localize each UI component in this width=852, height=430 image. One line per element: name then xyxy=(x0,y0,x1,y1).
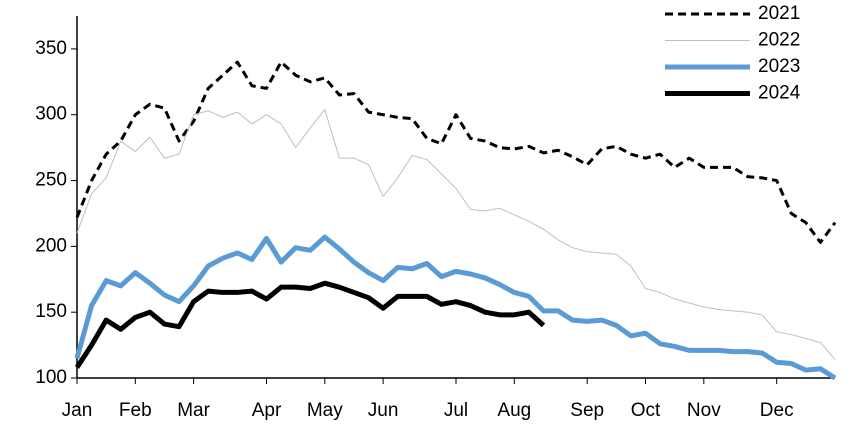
x-tick-label: Jul xyxy=(444,400,468,421)
y-tick-label: 300 xyxy=(35,104,67,125)
x-tick-label: Dec xyxy=(760,400,794,421)
x-tick-label: Aug xyxy=(497,400,531,421)
x-tick-label: Feb xyxy=(119,400,152,421)
y-tick-label: 200 xyxy=(35,235,67,256)
x-tick-label: Jan xyxy=(62,400,93,421)
x-tick-label: Oct xyxy=(631,400,661,421)
legend-label: 2023 xyxy=(758,56,800,77)
x-tick-label: Sep xyxy=(570,400,604,421)
legend-label: 2021 xyxy=(758,3,800,24)
line-series xyxy=(76,108,836,360)
y-tick-label: 350 xyxy=(35,38,67,59)
x-tick-label: May xyxy=(307,400,343,421)
x-tick-label: Mar xyxy=(177,400,210,421)
x-tick-label: Jun xyxy=(368,400,399,421)
y-tick-label: 150 xyxy=(35,301,67,322)
y-tick-label: 100 xyxy=(35,367,67,388)
line-series xyxy=(74,280,546,369)
y-tick-label: 250 xyxy=(35,170,67,191)
line-series xyxy=(74,234,837,381)
x-tick-label: Nov xyxy=(687,400,721,421)
line-series xyxy=(75,60,837,244)
legend-label: 2022 xyxy=(758,30,800,51)
x-tick-label: Apr xyxy=(252,400,282,421)
legend-label: 2024 xyxy=(758,83,801,104)
